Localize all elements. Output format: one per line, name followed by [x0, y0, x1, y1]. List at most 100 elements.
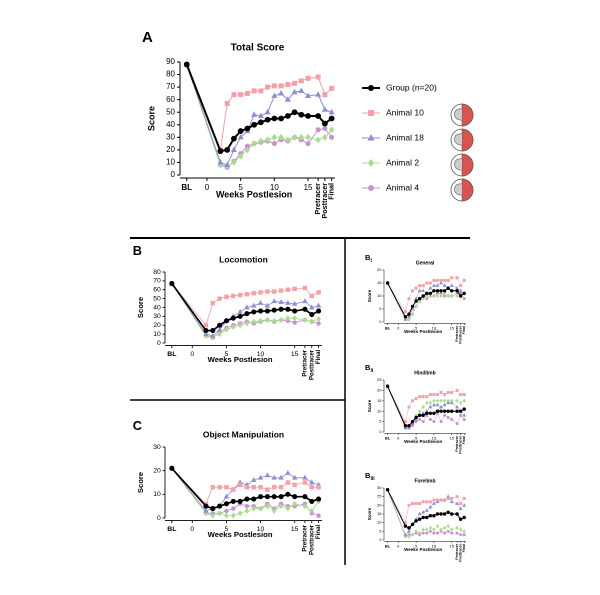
marker	[439, 289, 443, 293]
marker	[450, 531, 454, 535]
x-tick-label: 15	[291, 351, 299, 358]
marker	[450, 527, 454, 532]
x-tick-label: BL	[385, 326, 391, 331]
marker	[407, 312, 411, 316]
marker	[237, 308, 243, 314]
marker	[316, 290, 321, 295]
marker	[450, 512, 454, 516]
marker	[428, 525, 432, 530]
marker	[449, 499, 454, 504]
marker	[442, 398, 447, 403]
x-tick-label: Pretracer	[302, 349, 309, 376]
marker	[459, 393, 463, 397]
x-tick-label: BL	[385, 436, 391, 441]
marker	[439, 293, 443, 299]
marker	[435, 283, 440, 287]
marker	[315, 302, 322, 308]
marker	[417, 296, 422, 301]
marker	[421, 531, 425, 535]
marker	[418, 395, 422, 399]
marker	[223, 501, 229, 507]
marker	[421, 404, 425, 410]
brain-icon	[461, 178, 474, 202]
marker	[432, 498, 436, 502]
marker	[316, 321, 321, 326]
marker	[278, 306, 284, 312]
marker	[231, 135, 237, 142]
marker	[455, 495, 459, 499]
x-tick-label: BL	[167, 526, 176, 533]
y-tick-label: 50	[153, 295, 161, 302]
marker	[403, 521, 407, 525]
marker	[428, 411, 433, 415]
marker	[439, 498, 443, 502]
marker	[458, 294, 463, 298]
marker	[258, 88, 264, 94]
y-tick-label: 40	[153, 304, 161, 311]
y-tick-label: 30	[377, 485, 382, 490]
marker	[217, 503, 223, 509]
marker	[435, 278, 439, 282]
marker	[265, 289, 270, 294]
marker	[428, 285, 433, 290]
marker	[328, 108, 335, 115]
marker	[450, 293, 454, 299]
x-tick-label: Final	[315, 350, 322, 365]
marker	[237, 322, 243, 329]
marker	[418, 409, 422, 414]
marker	[435, 409, 440, 413]
x-tick-label: Final	[315, 525, 322, 540]
marker	[210, 485, 215, 490]
marker	[271, 494, 277, 500]
marker	[285, 480, 291, 485]
marker	[302, 474, 308, 480]
marker	[316, 496, 322, 502]
marker	[425, 531, 429, 535]
marker	[414, 397, 418, 401]
marker	[462, 529, 466, 534]
x-tick-label: 10	[257, 526, 265, 533]
x-tick-label: BL	[181, 183, 192, 192]
marker	[446, 293, 450, 299]
marker	[316, 316, 321, 323]
marker	[316, 513, 321, 518]
marker	[425, 527, 429, 532]
marker	[238, 92, 244, 98]
marker	[284, 96, 291, 102]
marker	[305, 75, 311, 81]
marker	[424, 508, 429, 512]
marker	[432, 293, 436, 299]
marker	[458, 409, 463, 413]
marker	[309, 293, 314, 299]
marker	[368, 85, 374, 91]
marker	[439, 512, 443, 516]
marker	[257, 474, 264, 480]
marker	[462, 393, 466, 397]
x-tick-label: 10	[432, 544, 437, 549]
x-tick-label: BL	[167, 351, 176, 358]
marker	[251, 309, 257, 315]
marker	[462, 291, 466, 296]
marker	[417, 517, 422, 521]
x-tick-label: Pretracer	[302, 524, 309, 551]
marker	[223, 493, 230, 499]
marker	[410, 312, 415, 317]
marker	[446, 409, 450, 413]
marker	[421, 500, 425, 504]
marker	[458, 288, 463, 293]
marker	[432, 393, 436, 397]
brain-icon	[461, 153, 474, 177]
marker	[278, 316, 284, 323]
y-tick-label: 15	[377, 511, 382, 516]
marker	[442, 289, 447, 293]
marker	[292, 80, 298, 86]
x-tick-label: Pretracer	[455, 325, 459, 341]
marker	[305, 141, 311, 147]
marker	[450, 496, 454, 500]
marker	[302, 494, 308, 500]
marker	[257, 112, 264, 119]
marker	[459, 400, 463, 406]
marker	[271, 83, 277, 89]
marker	[271, 141, 277, 147]
